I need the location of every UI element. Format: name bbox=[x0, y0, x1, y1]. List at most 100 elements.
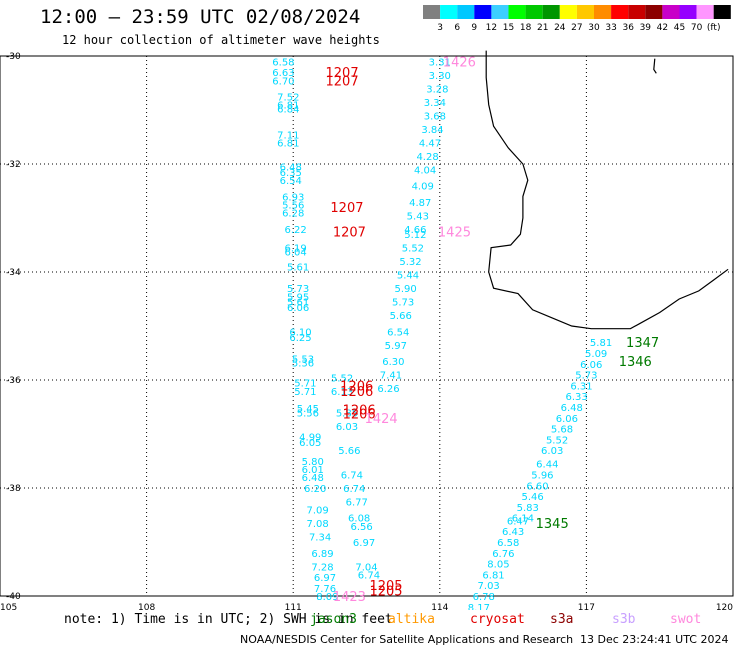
wave-height-value: 6.25 bbox=[289, 333, 311, 344]
wave-height-value: 7.09 bbox=[307, 506, 329, 517]
wave-height-value: 3.31 bbox=[429, 57, 451, 68]
wave-height-value: 6.58 bbox=[497, 538, 519, 549]
wave-height-value: 6.97 bbox=[353, 538, 375, 549]
wave-height-value: 6.74 bbox=[343, 484, 365, 495]
wave-height-value: 6.74 bbox=[341, 471, 363, 482]
colorbar-label: 36 bbox=[622, 23, 634, 33]
wave-height-value: 6.54 bbox=[387, 327, 409, 338]
wave-height-value: 6.26 bbox=[377, 384, 399, 395]
lat-tick-label: -30 bbox=[6, 52, 21, 62]
wave-height-value: 6.70 bbox=[272, 76, 294, 87]
pass-time-label: 1205 bbox=[369, 585, 402, 600]
wave-height-value: 6.13 bbox=[331, 387, 353, 398]
pass-time-label: 1205 bbox=[369, 579, 402, 594]
wave-height-value: 5.52 bbox=[402, 244, 424, 255]
colorbar-swatch bbox=[491, 5, 509, 19]
wave-height-value: 4.28 bbox=[416, 152, 438, 163]
wave-height-value: 5.73 bbox=[575, 371, 597, 382]
colorbar-label: 9 bbox=[471, 23, 477, 33]
wave-height-map: 3 6 9 12 15 18 21 24 27 30 33 36 39 42 45 70 (ft) 6.586.… bbox=[0, 5, 734, 610]
wave-height-value: 6.43 bbox=[502, 527, 524, 538]
colorbar-label: (ft) bbox=[707, 23, 721, 33]
wave-height-value: 5.32 bbox=[399, 257, 421, 268]
wave-height-value: 3.34 bbox=[424, 98, 446, 109]
wave-height-value: 5.73 bbox=[392, 298, 414, 309]
wave-height-value: 5.12 bbox=[404, 230, 426, 241]
wave-height-value: 6.48 bbox=[280, 163, 302, 174]
wave-height-value: 6.20 bbox=[304, 484, 326, 495]
pass-time-labels: 1207120712071207120612061206120612051205… bbox=[326, 55, 660, 605]
wave-height-value: 6.03 bbox=[541, 446, 563, 457]
wave-height-value: 5.97 bbox=[385, 341, 407, 352]
colorbar-label: 21 bbox=[537, 23, 548, 33]
wave-height-value: 5.44 bbox=[397, 271, 419, 282]
wave-height-value: 5.61 bbox=[287, 263, 309, 274]
wave-height-value: 7.76 bbox=[314, 584, 336, 595]
wave-height-value: 6.60 bbox=[526, 481, 548, 492]
lat-tick-label: -32 bbox=[6, 160, 21, 170]
wave-height-value: 5.56 bbox=[282, 201, 304, 212]
lat-lon-grid bbox=[0, 55, 734, 597]
wave-height-value: 5.45 bbox=[297, 404, 319, 415]
wave-height-value: 6.77 bbox=[346, 498, 368, 509]
lon-tick-label: 117 bbox=[578, 603, 595, 610]
wave-height-value: 8.09 bbox=[316, 592, 338, 603]
wave-height-value: 5.90 bbox=[394, 284, 416, 295]
wave-height-value: 7.52 bbox=[277, 93, 299, 104]
colorbar-swatch bbox=[594, 5, 612, 19]
lon-tick-label: 108 bbox=[138, 603, 155, 610]
colorbar-label: 42 bbox=[657, 23, 668, 33]
pass-time-label: 1424 bbox=[365, 412, 398, 427]
legend-swot: swot bbox=[670, 612, 702, 627]
wave-height-value: 5.56 bbox=[297, 408, 319, 419]
colorbar-swatch bbox=[559, 5, 577, 19]
legend-jason3: jason3 bbox=[310, 612, 357, 627]
colorbar-swatch bbox=[611, 5, 629, 19]
wave-height-value: 5.09 bbox=[585, 349, 607, 360]
wave-height-value: 5.81 bbox=[590, 338, 612, 349]
wave-height-value: 6.84 bbox=[277, 104, 299, 115]
wave-height-value: 5.71 bbox=[294, 379, 316, 390]
wave-height-value: 7.11 bbox=[277, 130, 299, 141]
wave-height-value: 6.28 bbox=[282, 209, 304, 220]
wave-height-value: 7.28 bbox=[311, 562, 333, 573]
wave-height-value: 5.85 bbox=[336, 408, 358, 419]
pass-time-label: 1423 bbox=[333, 590, 366, 605]
colorbar-label: 15 bbox=[503, 23, 514, 33]
wave-height-value: 8.17 bbox=[468, 603, 490, 610]
wave-height-value: 6.05 bbox=[299, 438, 321, 449]
wave-height-value: 6.93 bbox=[282, 192, 304, 203]
wave-height-value: 6.81 bbox=[482, 570, 504, 581]
colorbar-swatch bbox=[576, 5, 594, 19]
legend-altika: altika bbox=[388, 612, 435, 627]
wave-height-value: 5.66 bbox=[338, 446, 360, 457]
wave-height-value: 6.10 bbox=[289, 327, 311, 338]
lon-tick-label: 105 bbox=[0, 603, 17, 610]
colorbar-label: 33 bbox=[605, 23, 616, 33]
wave-height-value: 6.54 bbox=[280, 176, 302, 187]
footer-timestamp: 13 Dec 23:24:41 UTC 2024 bbox=[580, 633, 729, 646]
colorbar-swatch bbox=[525, 5, 543, 19]
page-title: 12:00 — 23:59 UTC 02/08/2024 bbox=[40, 6, 361, 28]
legend-s3a: s3a bbox=[550, 612, 574, 627]
pass-time-label: 1207 bbox=[326, 74, 359, 89]
wave-height-value: 6.04 bbox=[285, 247, 307, 258]
colorbar-label: 12 bbox=[486, 23, 497, 33]
wave-height-value: 6.44 bbox=[536, 460, 558, 471]
wave-height-value: 5.46 bbox=[522, 492, 544, 503]
lat-tick-label: -38 bbox=[6, 484, 21, 494]
wave-height-value: 6.76 bbox=[492, 549, 514, 560]
wave-height-value: 4.04 bbox=[414, 165, 436, 176]
colorbar-swatch bbox=[628, 5, 646, 19]
wave-height-value: 6.48 bbox=[561, 403, 583, 414]
lat-tick-label: -36 bbox=[6, 376, 21, 386]
wave-height-value: 4.09 bbox=[412, 182, 434, 193]
colorbar-swatch bbox=[662, 5, 680, 19]
wave-height-value: 6.06 bbox=[287, 303, 309, 314]
wave-height-value: 5.96 bbox=[531, 471, 553, 482]
colorbar-label: 18 bbox=[520, 23, 532, 33]
wave-height-value: 7.41 bbox=[380, 371, 402, 382]
colorbar-swatch bbox=[713, 5, 731, 19]
wave-height-value: 3.28 bbox=[426, 84, 448, 95]
wave-height-value: 6.89 bbox=[311, 549, 333, 560]
